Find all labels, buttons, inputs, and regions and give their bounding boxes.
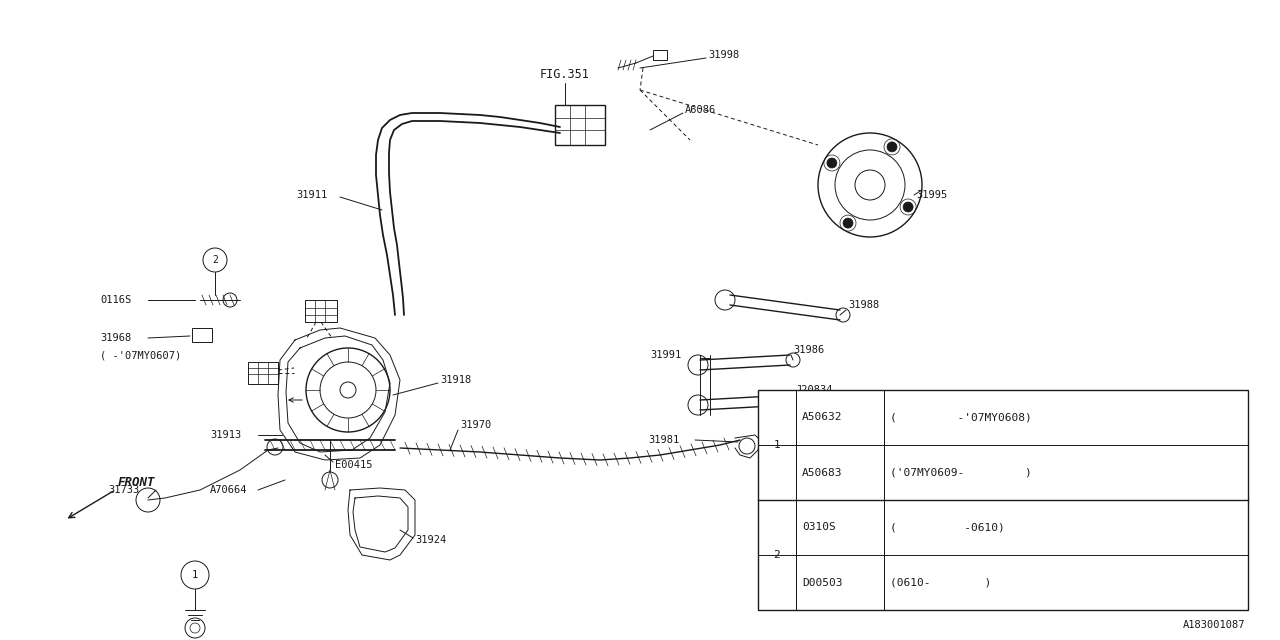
Text: (         -'07MY0608): ( -'07MY0608)	[890, 413, 1032, 422]
Text: 31991: 31991	[650, 350, 681, 360]
Text: 31986: 31986	[794, 345, 824, 355]
Text: A50632: A50632	[803, 413, 842, 422]
Circle shape	[844, 218, 852, 228]
Bar	[758, 390, 1248, 610]
Text: D00503: D00503	[803, 577, 842, 588]
Text: 2: 2	[212, 255, 218, 265]
Text: 31981: 31981	[648, 435, 680, 445]
Text: 31995: 31995	[916, 190, 947, 200]
Text: A50683: A50683	[803, 467, 842, 477]
Text: (0610-        ): (0610- )	[890, 577, 991, 588]
Text: 1: 1	[192, 570, 198, 580]
Text: 31918: 31918	[440, 375, 471, 385]
Text: 0116S: 0116S	[100, 295, 132, 305]
Text: 1: 1	[773, 440, 781, 450]
Text: FRONT: FRONT	[118, 477, 155, 490]
Bar	[248, 362, 278, 384]
Bar	[556, 105, 605, 145]
Text: 31970: 31970	[460, 420, 492, 430]
Text: 31733: 31733	[108, 485, 140, 495]
Text: ( -'07MY0607): ( -'07MY0607)	[100, 350, 182, 360]
Bar	[653, 50, 667, 60]
Text: ('07MY0609-         ): ('07MY0609- )	[890, 467, 1032, 477]
Text: J20834: J20834	[795, 385, 832, 395]
Text: 2: 2	[773, 550, 781, 560]
Text: E00415: E00415	[335, 460, 372, 470]
Text: 31998: 31998	[708, 50, 740, 60]
Text: 0310S: 0310S	[803, 522, 836, 532]
Circle shape	[827, 158, 837, 168]
Text: A6086: A6086	[685, 105, 717, 115]
Bar	[305, 300, 337, 322]
Circle shape	[904, 202, 913, 212]
Text: (          -0610): ( -0610)	[890, 522, 1005, 532]
Circle shape	[887, 142, 897, 152]
Text: A183001087: A183001087	[1183, 620, 1245, 630]
Text: 31924: 31924	[415, 535, 447, 545]
Text: 31988: 31988	[849, 300, 879, 310]
Text: 31911: 31911	[296, 190, 328, 200]
Bar	[192, 328, 212, 342]
Text: 31913: 31913	[210, 430, 241, 440]
Text: A70664: A70664	[210, 485, 247, 495]
Text: 31968: 31968	[100, 333, 132, 343]
Text: FIG.351: FIG.351	[540, 68, 590, 81]
